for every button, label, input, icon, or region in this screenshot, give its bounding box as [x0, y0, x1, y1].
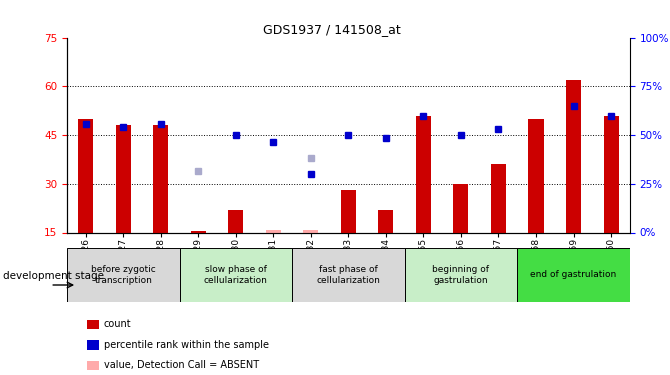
Bar	[529, 119, 543, 232]
Bar	[153, 125, 168, 232]
Bar	[180, 248, 292, 302]
Bar	[405, 248, 517, 302]
Bar	[191, 231, 206, 232]
Bar	[604, 116, 618, 232]
Bar	[78, 119, 93, 232]
Text: development stage: development stage	[3, 271, 105, 280]
Bar	[379, 210, 393, 232]
Text: fast phase of
cellularization: fast phase of cellularization	[316, 265, 381, 285]
Text: count: count	[104, 319, 131, 329]
Bar	[341, 190, 356, 232]
Bar	[292, 248, 405, 302]
Bar	[491, 164, 506, 232]
Text: end of gastrulation: end of gastrulation	[531, 270, 616, 279]
Text: value, Detection Call = ABSENT: value, Detection Call = ABSENT	[104, 360, 259, 370]
Title: GDS1937 / 141508_at: GDS1937 / 141508_at	[263, 23, 401, 36]
Text: percentile rank within the sample: percentile rank within the sample	[104, 340, 269, 350]
Bar	[67, 248, 180, 302]
Bar	[454, 184, 468, 232]
Bar	[116, 125, 131, 232]
Text: slow phase of
cellularization: slow phase of cellularization	[204, 265, 268, 285]
Bar	[304, 230, 318, 232]
Bar	[416, 116, 431, 232]
Text: before zygotic
transcription: before zygotic transcription	[91, 265, 155, 285]
Bar	[266, 230, 281, 232]
Bar	[517, 248, 630, 302]
Bar	[228, 210, 243, 232]
Bar	[566, 80, 581, 232]
Text: beginning of
gastrulation: beginning of gastrulation	[432, 265, 490, 285]
